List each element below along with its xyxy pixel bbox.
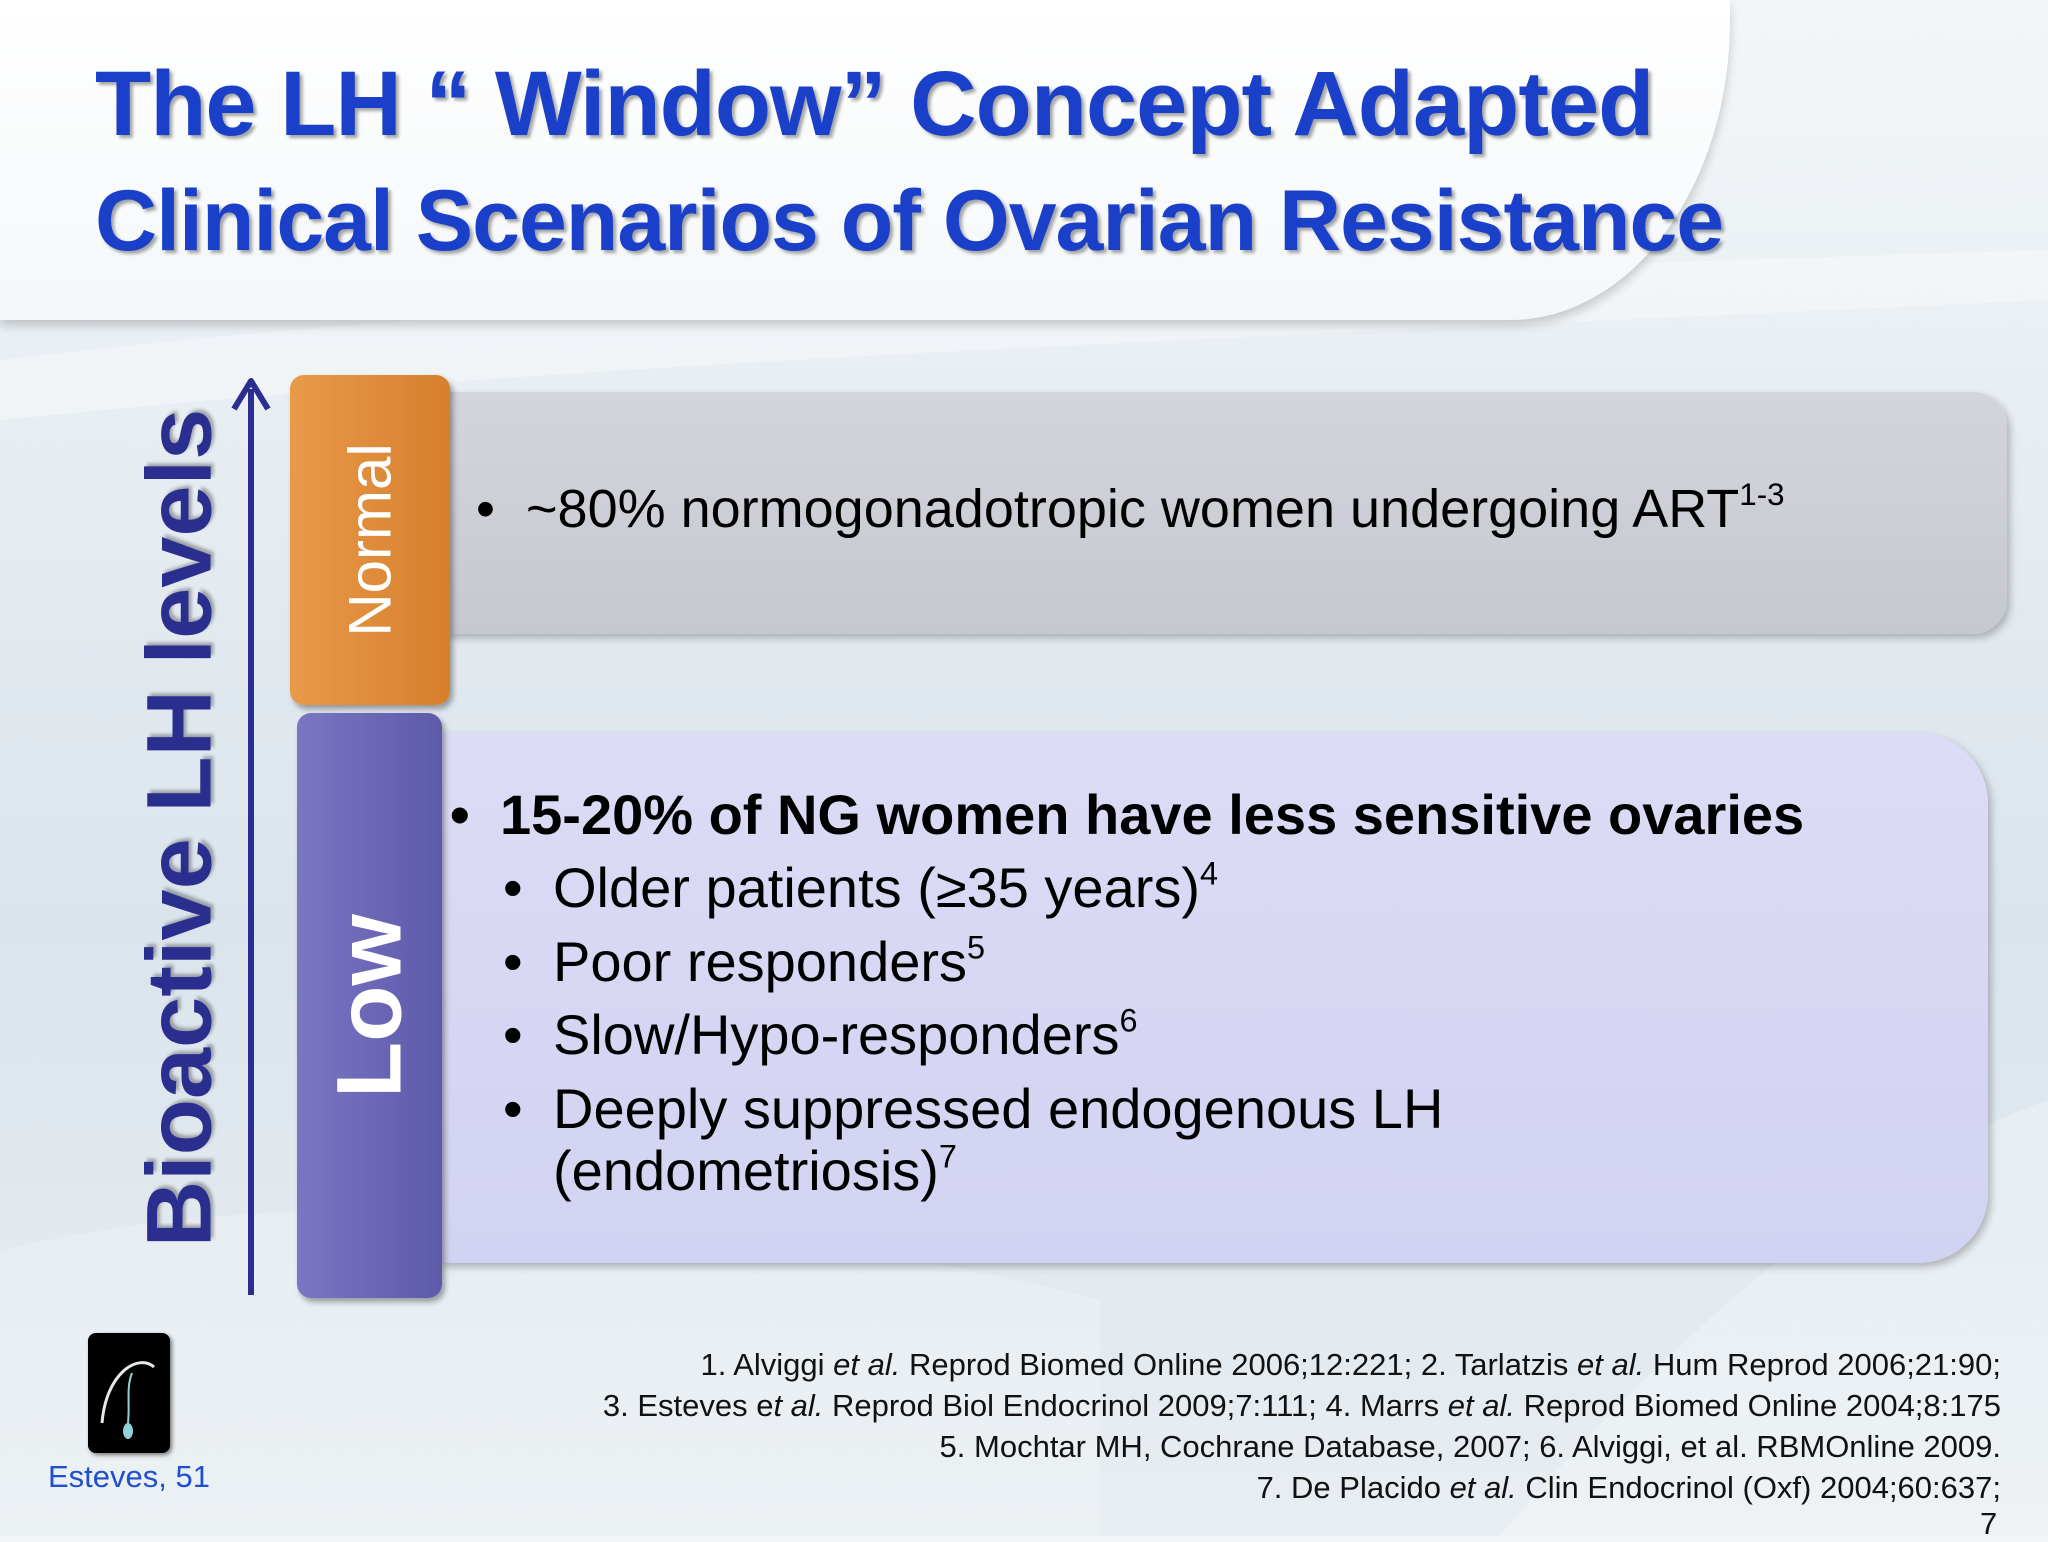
ref-italic: et al.	[1447, 1388, 1515, 1423]
bullet-dot: •	[503, 856, 523, 919]
low-sub-bullet-continuation: (endometriosis)7	[553, 1138, 957, 1203]
ref-italic: et al.	[1449, 1470, 1517, 1505]
normal-panel	[445, 392, 2007, 634]
low-panel	[440, 733, 1988, 1263]
ref-text: Reprod Biomed Online 2006;12:221; 2. Tar…	[900, 1347, 1578, 1382]
ref-text: Reprod Biol Endocrinol 2009;7:111; 4. Ma…	[823, 1388, 1448, 1423]
bullet-dot: •	[503, 930, 523, 993]
references: 1. Alviggi et al. Reprod Biomed Online 2…	[301, 1344, 2001, 1508]
low-tab-label: Low	[318, 913, 420, 1098]
normal-tab: Normal	[290, 375, 450, 705]
low-main-bullet-text: 15-20% of NG women have less sensitive o…	[500, 783, 1805, 846]
ref-text: Clin Endocrinol (Oxf) 2004;60:637;	[1516, 1470, 2001, 1505]
normal-tab-label: Normal	[336, 443, 404, 637]
reference-line: 1. Alviggi et al. Reprod Biomed Online 2…	[301, 1344, 2001, 1385]
reference-line: 5. Mochtar MH, Cochrane Database, 2007; …	[939, 1429, 2001, 1464]
ref-text: 3. Esteves e	[602, 1388, 774, 1423]
bullet-dot: •	[450, 783, 470, 846]
low-sub-bullet-sup: 4	[1200, 855, 1219, 892]
ref-italic: t al.	[773, 1388, 824, 1423]
low-sub-bullet-continuation-text: (endometriosis)	[553, 1139, 939, 1202]
page-number: 7	[1980, 1506, 1998, 1541]
ref-text: Reprod Biomed Online 2004;8:175	[1515, 1388, 2001, 1423]
low-sub-bullet-sup: 5	[967, 929, 986, 966]
ref-italic: et al.	[833, 1347, 901, 1382]
low-sub-bullet: • Poor responders5	[503, 929, 985, 994]
low-sub-bullet-text: Slow/Hypo-responders	[553, 1003, 1120, 1066]
up-arrow-icon	[231, 378, 271, 1295]
low-sub-bullet: • Slow/Hypo-responders6	[503, 1002, 1138, 1067]
sperm-logo-icon	[88, 1333, 170, 1453]
y-axis-label: Bioactive LH levels	[129, 405, 231, 1250]
bullet-dot: •	[503, 1003, 523, 1066]
ref-text: 7. De Placido	[1256, 1470, 1450, 1505]
low-tab: Low	[297, 713, 442, 1298]
bullet-dot: •	[503, 1077, 523, 1140]
low-main-bullet: • 15-20% of NG women have less sensitive …	[450, 782, 1804, 847]
bullet-dot: •	[476, 479, 495, 539]
ref-italic: et al.	[1577, 1347, 1645, 1382]
reference-line: 3. Esteves et al. Reprod Biol Endocrinol…	[301, 1385, 2001, 1426]
low-sub-bullet-text: Deeply suppressed endogenous LH	[553, 1077, 1444, 1140]
low-sub-bullet: • Older patients (≥35 years)4	[503, 855, 1218, 920]
slide-title: The LH “ Window” Concept Adapted	[95, 53, 1654, 155]
ref-text: 1. Alviggi	[700, 1347, 834, 1382]
normal-bullet: • ~80% normogonadotropic women undergoing…	[476, 478, 1785, 540]
low-sub-bullet-text: Poor responders	[553, 930, 968, 993]
y-axis-label-text: Bioactive LH levels	[128, 408, 231, 1247]
title-banner	[0, 0, 1730, 320]
ref-text: Hum Reprod 2006;21:90;	[1644, 1347, 2001, 1382]
slide-subtitle: Clinical Scenarios of Ovarian Resistance	[95, 173, 1724, 269]
low-sub-bullet-continuation-sup: 7	[938, 1138, 957, 1175]
low-sub-bullet-sup: 6	[1119, 1002, 1138, 1039]
low-sub-bullet-text: Older patients (≥35 years)	[553, 856, 1201, 919]
normal-bullet-sup: 1-3	[1739, 477, 1785, 513]
author-label: Esteves, 51	[48, 1459, 210, 1494]
normal-bullet-text: ~80% normogonadotropic women undergoing …	[526, 479, 1740, 539]
low-sub-bullet: • Deeply suppressed endogenous LH	[503, 1076, 1443, 1141]
reference-line: 7. De Placido et al. Clin Endocrinol (Ox…	[301, 1467, 2001, 1508]
